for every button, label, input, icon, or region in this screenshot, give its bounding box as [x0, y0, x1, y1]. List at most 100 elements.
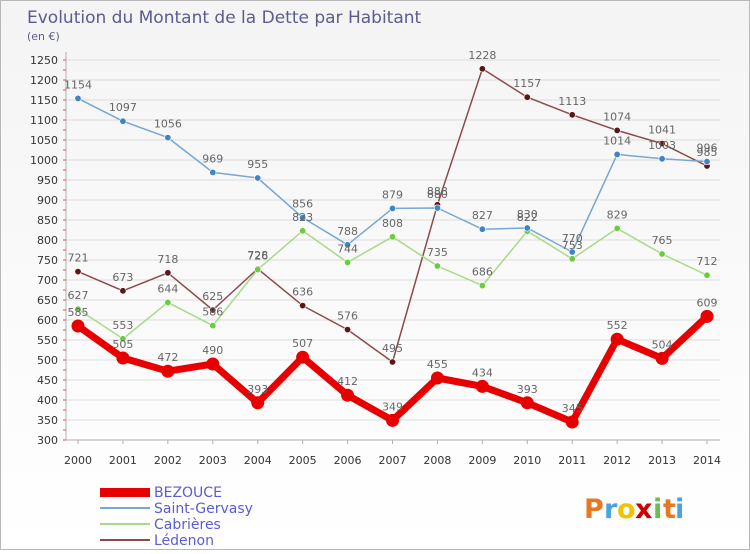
data-point [254, 174, 262, 182]
logo-letter: t [663, 494, 676, 525]
data-point [475, 379, 489, 393]
y-tick-label: 600 [37, 314, 58, 327]
x-tick-label: 2005 [289, 454, 317, 467]
data-label: 393 [247, 383, 268, 396]
axes-layer: 300 350 400 450 500 550 600 650 700 750 800 850 900 9… [30, 52, 721, 467]
data-label: 1228 [468, 49, 496, 62]
data-point [209, 168, 217, 176]
x-tick-label: 2010 [513, 454, 541, 467]
data-label: 712 [697, 255, 718, 268]
y-tick-label: 1200 [30, 74, 58, 87]
logo-letter: x [635, 494, 652, 525]
data-point [613, 126, 621, 134]
y-tick-label: 400 [37, 394, 58, 407]
data-point [164, 269, 172, 277]
y-tick-label: 750 [37, 254, 58, 267]
data-label: 955 [247, 158, 268, 171]
data-point [209, 306, 217, 314]
data-label: 507 [292, 337, 313, 350]
data-point [119, 117, 127, 125]
legend-label: Lédenon [154, 533, 214, 549]
x-tick-label: 2014 [693, 454, 721, 467]
data-label: 1074 [603, 110, 631, 123]
data-label: 856 [292, 198, 313, 211]
data-label: 753 [562, 239, 583, 252]
y-tick-label: 700 [37, 274, 58, 287]
y-tick-label: 800 [37, 234, 58, 247]
legend-swatch [100, 507, 150, 509]
y-tick-label: 450 [37, 374, 58, 387]
x-tick-label: 2012 [603, 454, 631, 467]
data-point [206, 357, 220, 371]
data-label: 553 [112, 319, 133, 332]
data-label: 830 [517, 208, 538, 221]
logo-letter: o [617, 494, 636, 525]
legend-swatch [100, 523, 150, 525]
data-label: 586 [202, 306, 223, 319]
data-point [433, 204, 441, 212]
data-label: 735 [427, 246, 448, 259]
data-label: 770 [562, 232, 583, 245]
data-point [478, 282, 486, 290]
data-point [344, 241, 352, 249]
data-label: 1113 [558, 95, 586, 108]
data-point [703, 158, 711, 166]
data-label: 504 [652, 338, 673, 351]
x-tick-label: 2013 [648, 454, 676, 467]
data-label: 1154 [64, 78, 92, 91]
data-point [700, 309, 714, 323]
data-label: 1157 [513, 77, 541, 90]
data-point [703, 271, 711, 279]
data-label: 627 [68, 289, 89, 302]
y-tick-label: 650 [37, 294, 58, 307]
data-label: 349 [382, 400, 403, 413]
y-tick-label: 900 [37, 194, 58, 207]
data-point [161, 364, 175, 378]
legend-swatch [100, 488, 150, 497]
data-point [565, 415, 579, 429]
series-layer [71, 65, 714, 429]
data-label: 505 [112, 338, 133, 351]
y-tick-label: 1050 [30, 134, 58, 147]
data-point [613, 224, 621, 232]
data-point [119, 287, 127, 295]
data-label: 829 [607, 208, 628, 221]
data-label: 822 [517, 211, 538, 224]
data-label: 673 [112, 271, 133, 284]
x-tick-label: 2009 [468, 454, 496, 467]
data-point [655, 351, 669, 365]
data-label: 1014 [603, 134, 631, 147]
y-tick-label: 850 [37, 214, 58, 227]
data-point [344, 258, 352, 266]
data-point [164, 298, 172, 306]
data-point [478, 225, 486, 233]
y-tick-label: 350 [37, 414, 58, 427]
data-point [164, 134, 172, 142]
y-tick-label: 950 [37, 174, 58, 187]
x-tick-label: 2002 [154, 454, 182, 467]
data-label: 472 [157, 351, 178, 364]
data-point [119, 335, 127, 343]
logo-letter: i [653, 494, 662, 525]
data-label: 1056 [154, 118, 182, 131]
data-point [74, 268, 82, 276]
y-tick-label: 1250 [30, 54, 58, 67]
data-label: 1041 [648, 124, 676, 137]
data-point [74, 94, 82, 102]
data-point [341, 388, 355, 402]
y-tick-label: 550 [37, 334, 58, 347]
logo-letter: r [604, 494, 618, 525]
data-label: 552 [607, 319, 628, 332]
data-label: 625 [202, 290, 223, 303]
x-tick-label: 2006 [334, 454, 362, 467]
data-point [658, 140, 666, 148]
data-label: 636 [292, 286, 313, 299]
data-point [116, 351, 130, 365]
y-tick-label: 500 [37, 354, 58, 367]
data-label: 879 [382, 188, 403, 201]
legend-swatch [100, 539, 150, 541]
data-label: 455 [427, 358, 448, 371]
